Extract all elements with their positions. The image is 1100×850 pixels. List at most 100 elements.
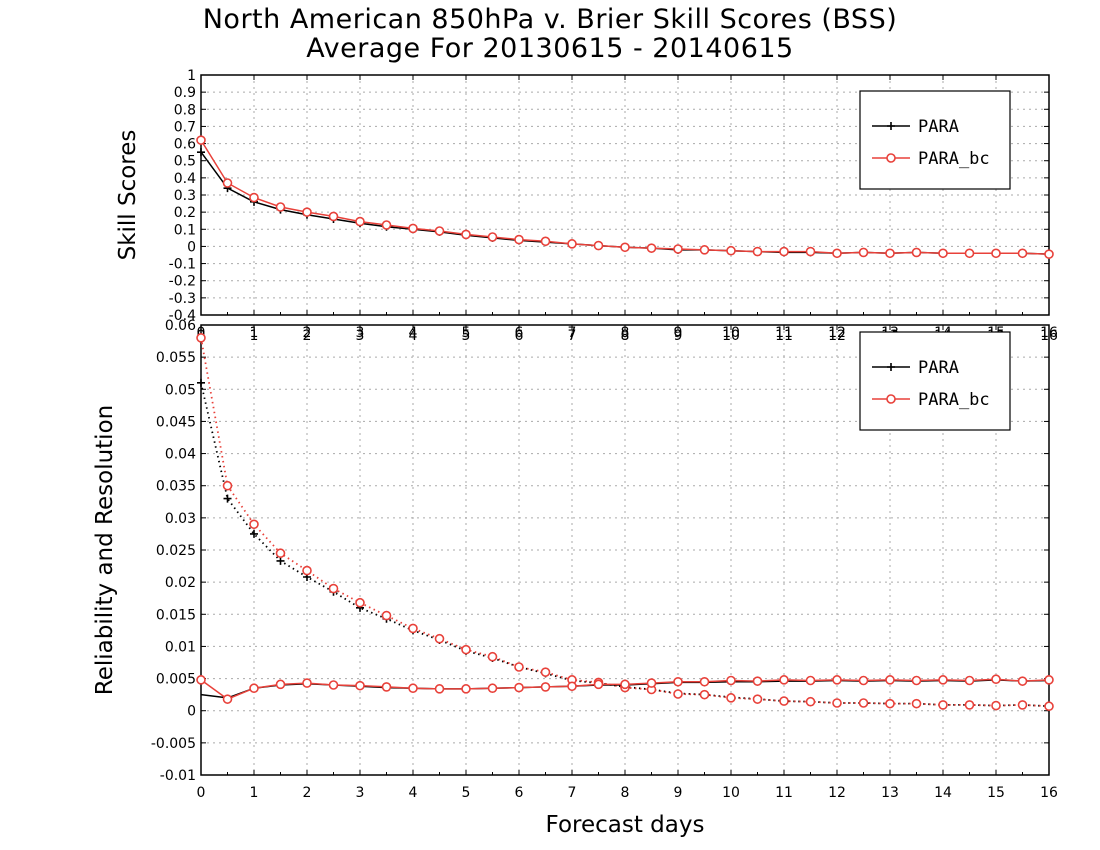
x-tick-label-top: 9: [674, 328, 683, 344]
data-point: [355, 597, 365, 608]
data-point: [858, 698, 869, 708]
x-tick-label: 15: [987, 785, 1005, 801]
x-tick-label-top: 10: [722, 328, 740, 344]
data-point: [1017, 700, 1028, 710]
panel-reliability-resolution: 0.060.0550.050.0450.040.0350.030.0250.02…: [92, 318, 1058, 838]
data-point: [196, 333, 206, 343]
data-point: [487, 651, 498, 662]
data-point: [911, 675, 922, 686]
x-tick-label-top: 5: [462, 328, 471, 344]
data-point: [487, 232, 498, 242]
legend-box: [859, 331, 1011, 431]
x-tick-label-top: 4: [409, 328, 418, 344]
x-tick-label: 10: [722, 785, 740, 801]
plot-frame: [200, 74, 1050, 316]
x-tick-label-top: 1: [250, 328, 259, 344]
data-point: [593, 679, 604, 690]
data-point: [249, 192, 259, 203]
x-tick-label: 6: [515, 785, 524, 801]
data-point: [514, 234, 524, 245]
y-tick-label: 0.055: [156, 350, 196, 366]
data-point: [991, 674, 1001, 685]
data-point: [646, 243, 657, 253]
data-point: [302, 678, 312, 688]
data-point: [197, 148, 205, 157]
data-point: [938, 675, 948, 685]
data-point: [858, 675, 869, 686]
x-tick-label: 14: [934, 785, 952, 801]
data-point: [514, 662, 524, 672]
data-point: [434, 226, 445, 236]
data-point: [699, 676, 710, 687]
data-point: [832, 248, 842, 259]
x-tick-label-top: 8: [621, 328, 630, 344]
data-point: [726, 675, 736, 686]
data-point: [991, 700, 1001, 711]
x-tick-label: 9: [674, 785, 683, 801]
data-point: [1044, 675, 1054, 685]
data-point: [222, 178, 233, 188]
data-point: [408, 683, 418, 694]
x-tick-label-top: 6: [515, 328, 524, 344]
data-point: [832, 675, 842, 685]
data-point: [646, 678, 657, 688]
data-point: [328, 583, 339, 594]
data-point: [964, 248, 975, 259]
x-tick-label: 12: [828, 785, 846, 801]
legend-box: [859, 90, 1011, 190]
data-point: [275, 202, 286, 212]
legend-marker: [887, 363, 895, 371]
data-point: [779, 675, 789, 685]
data-point: [196, 135, 206, 145]
x-tick-label-top: 12: [828, 328, 846, 344]
y-tick-label: 0.9: [174, 85, 196, 101]
x-tick-label-top: 2: [303, 328, 312, 344]
data-point: [540, 667, 551, 677]
y-tick-label: 0.7: [174, 119, 196, 135]
y-tick-label: 0.005: [156, 672, 196, 688]
data-point: [275, 548, 286, 559]
data-point: [752, 694, 763, 704]
legend-marker: [886, 153, 896, 163]
x-tick-label-top: 3: [356, 328, 365, 344]
data-point: [1044, 249, 1054, 259]
y-tick-label: 1: [187, 68, 196, 84]
legend: PARA PARA_bc: [859, 90, 1011, 190]
data-point: [222, 694, 233, 704]
data-point: [938, 248, 948, 259]
y-tick-label: 0.03: [165, 511, 196, 527]
data-point: [911, 698, 922, 709]
x-tick-label: 8: [621, 785, 630, 801]
data-point: [434, 633, 445, 644]
chart-title-line1: North American 850hPa v. Brier Skill Sco…: [202, 4, 898, 35]
data-point: [911, 247, 922, 258]
data-point: [567, 239, 577, 249]
y-tick-label: -0.2: [169, 274, 196, 290]
y-tick-label: 0.04: [165, 447, 196, 463]
data-point: [1017, 248, 1028, 259]
y-tick-label: 0.035: [156, 479, 196, 495]
data-point: [964, 675, 975, 686]
y-tick-label: 0.2: [174, 205, 196, 221]
y-tick-label: 0: [187, 239, 196, 255]
data-point: [805, 696, 816, 707]
x-tick-label: 13: [881, 785, 899, 801]
data-point: [726, 245, 736, 256]
y-tick-label: -0.4: [169, 308, 196, 324]
data-point: [991, 248, 1001, 259]
legend-label: PARA: [918, 358, 959, 378]
data-point: [1044, 701, 1054, 712]
data-point: [620, 242, 630, 253]
data-point: [276, 556, 285, 565]
legend-label: PARA_bc: [918, 149, 990, 169]
data-point: [858, 247, 869, 258]
data-point: [249, 519, 259, 530]
data-point: [461, 229, 471, 240]
data-point: [699, 689, 710, 700]
data-point: [381, 610, 392, 621]
y-axis-label: Reliability and Resolution: [92, 405, 118, 695]
legend-label: PARA_bc: [918, 390, 990, 410]
data-point: [805, 675, 816, 686]
x-axis-label: Forecast days: [546, 812, 705, 838]
